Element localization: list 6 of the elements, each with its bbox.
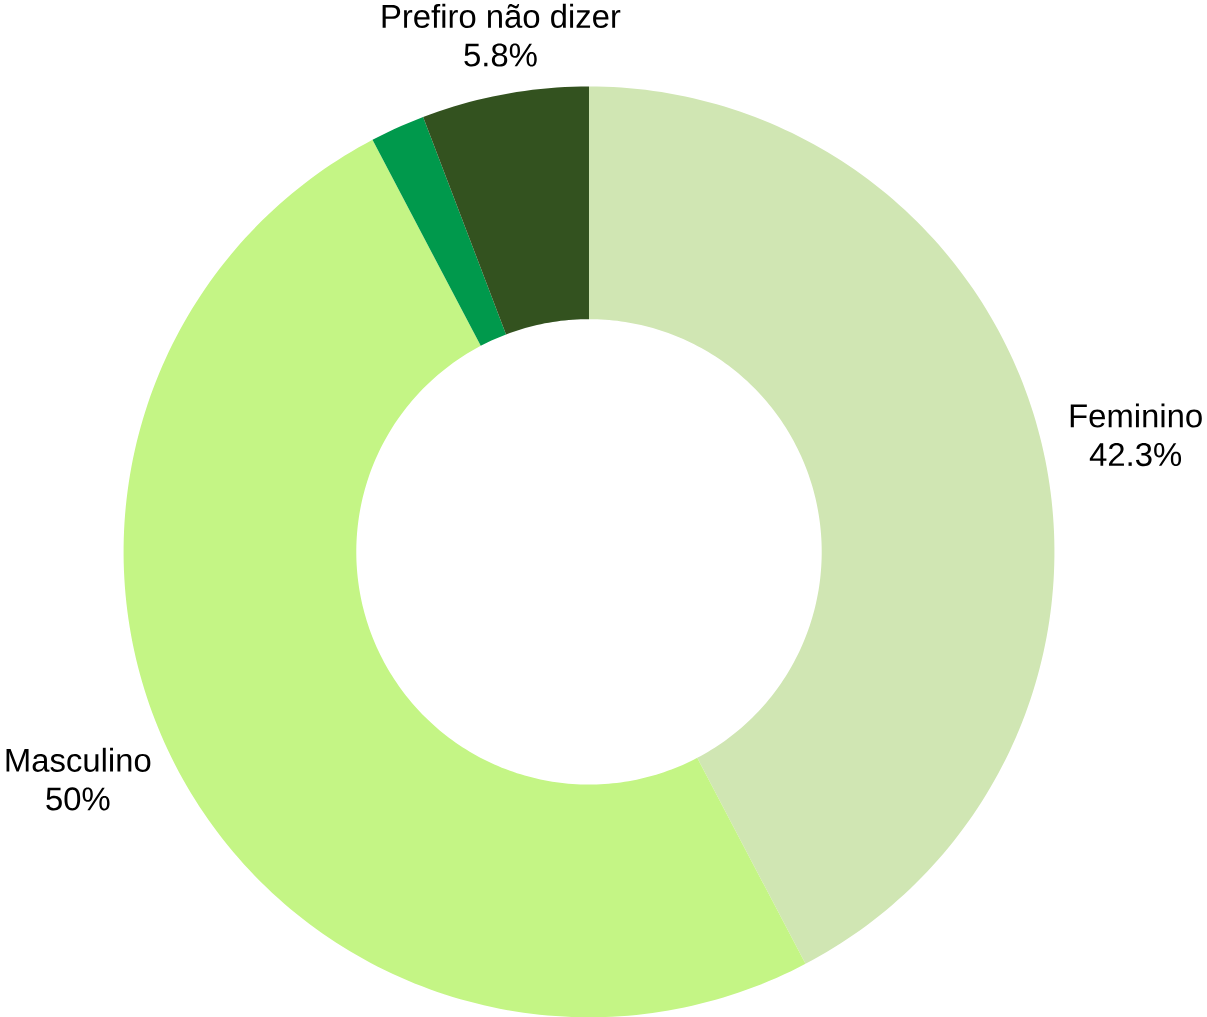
slice-label: Feminino bbox=[1070, 403, 1202, 428]
data-label: 42.3% bbox=[1089, 442, 1182, 467]
data-label: 5.8% bbox=[464, 43, 537, 67]
slice-label: Prefiro não dizer bbox=[382, 3, 621, 28]
data-label: 50% bbox=[46, 787, 110, 811]
slice-label: Masculino bbox=[6, 747, 151, 772]
